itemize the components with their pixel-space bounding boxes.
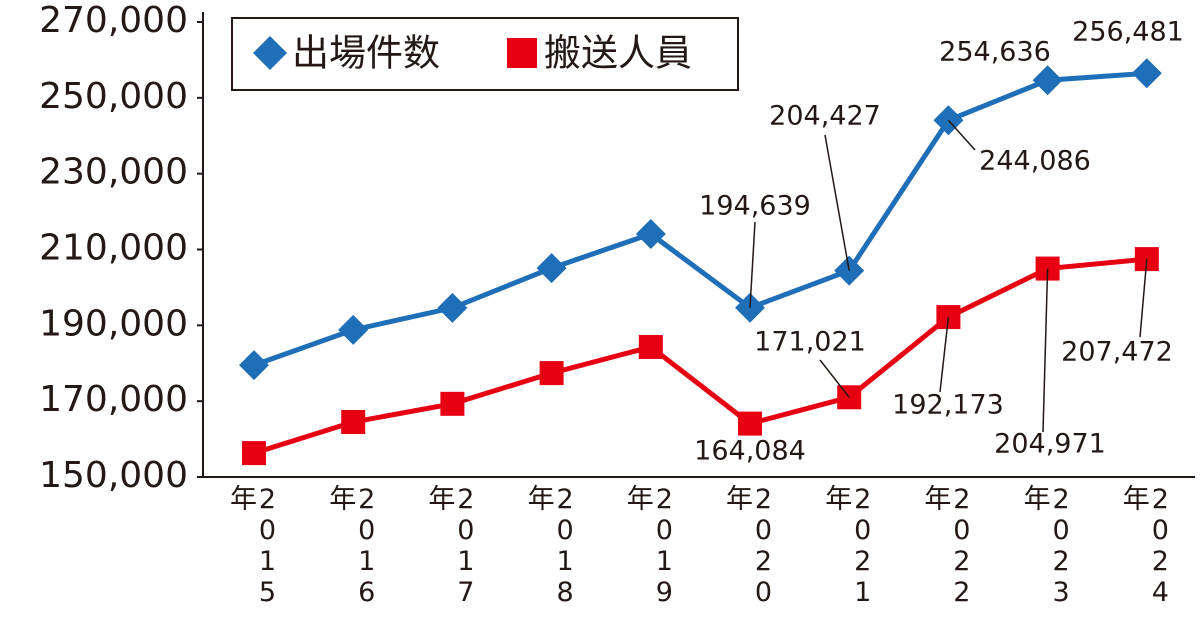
x-tick-label: 2024年 [1117, 484, 1176, 608]
marker [242, 441, 266, 466]
leader-line [947, 119, 976, 151]
series-line [253, 70, 1147, 368]
marker [338, 314, 369, 345]
x-tick-label: 2019年 [621, 484, 680, 608]
data-label: 256,481 [1072, 17, 1184, 48]
marker [437, 292, 468, 323]
marker [1131, 58, 1162, 89]
data-label: 164,084 [694, 436, 806, 467]
legend-marker [253, 36, 287, 70]
data-label: 204,427 [769, 101, 881, 132]
data-label: 254,636 [939, 37, 1051, 68]
x-tick-label: 2023年 [1018, 484, 1077, 608]
data-label: 244,086 [979, 146, 1091, 177]
series-line [253, 256, 1148, 456]
marker [239, 350, 269, 381]
leader-line [1042, 268, 1049, 433]
marker [738, 411, 762, 436]
leader-line [824, 134, 850, 271]
x-tick-label: 2018年 [522, 484, 581, 608]
legend-label: 搬送人員 [544, 32, 692, 75]
y-tick-label: 170,000 [39, 379, 188, 420]
y-tick-label: 190,000 [39, 303, 188, 344]
y-tick-label: 230,000 [39, 152, 188, 193]
leader-line [749, 221, 756, 308]
marker [539, 361, 564, 386]
y-tick-label: 270,000 [39, 0, 188, 41]
marker [536, 253, 567, 284]
marker [635, 218, 666, 249]
x-tick-label: 2015年 [225, 484, 283, 608]
y-tick-label: 250,000 [39, 76, 188, 117]
leader-line [939, 317, 950, 393]
marker [440, 391, 465, 416]
marker [341, 410, 366, 435]
x-tick-label: 2017年 [423, 484, 482, 608]
data-label: 171,021 [754, 327, 866, 358]
y-tick-label: 150,000 [39, 455, 188, 496]
legend-marker [507, 38, 537, 68]
leader-line [1139, 259, 1148, 338]
y-tick-label: 210,000 [39, 228, 188, 269]
marker [638, 334, 663, 359]
data-label: 204,971 [994, 429, 1106, 460]
legend-label: 出場件数 [292, 32, 440, 75]
x-tick-label: 2022年 [919, 484, 978, 608]
leader-line [819, 359, 850, 398]
x-tick-label: 2021年 [820, 484, 879, 608]
legend-box [231, 17, 739, 91]
data-label: 194,639 [699, 191, 811, 222]
data-label: 207,472 [1061, 337, 1173, 368]
x-tick-label: 2020年 [721, 484, 779, 608]
marker [1032, 65, 1063, 96]
data-label: 192,173 [892, 390, 1004, 421]
x-tick-label: 2016年 [324, 484, 383, 608]
